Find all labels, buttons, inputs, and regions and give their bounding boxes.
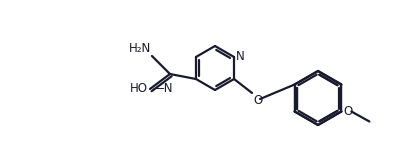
Text: N: N xyxy=(236,51,245,63)
Text: O: O xyxy=(344,105,353,118)
Text: HO: HO xyxy=(130,82,148,96)
Text: —N: —N xyxy=(152,82,173,96)
Text: O: O xyxy=(253,94,262,107)
Text: H₂N: H₂N xyxy=(129,42,151,55)
